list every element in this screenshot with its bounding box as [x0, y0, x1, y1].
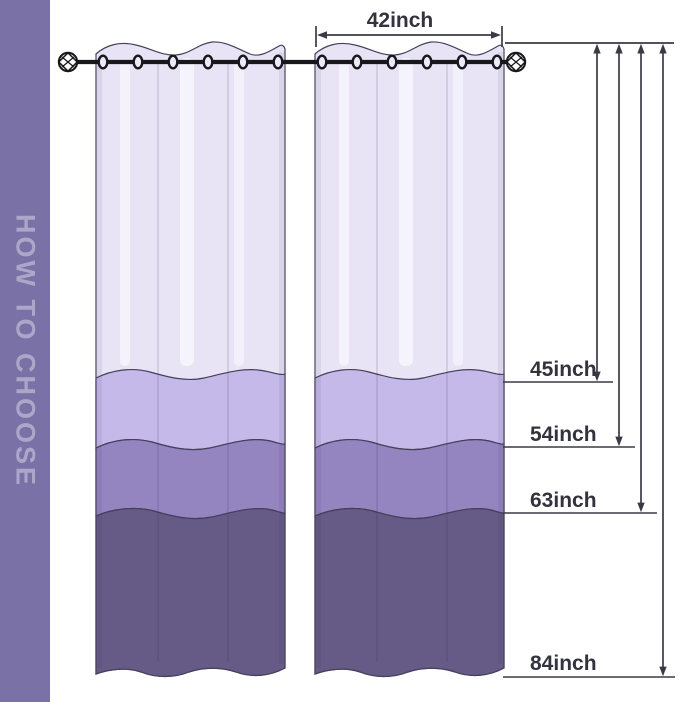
- arrowhead-up-icon: [615, 43, 623, 54]
- arrowhead-left-icon: [317, 31, 327, 39]
- sidebar-banner: HOW TO CHOOSE: [0, 0, 50, 702]
- arrowhead-up-icon: [637, 43, 645, 54]
- width-dimension-label: 42inch: [367, 9, 434, 32]
- arrowhead-down-icon: [637, 502, 645, 513]
- arrowhead-down-icon: [593, 371, 601, 382]
- rod-finial-left-icon: [57, 51, 79, 73]
- length-label-54: 54inch: [530, 423, 597, 446]
- curtain-panel-left: [95, 40, 286, 678]
- arrowhead-down-icon: [659, 666, 667, 677]
- length-label-84: 84inch: [530, 652, 597, 675]
- curtain-panel-right: [314, 40, 505, 678]
- dimension-arrowheads: [317, 31, 667, 677]
- length-label-45: 45inch: [530, 358, 597, 381]
- arrowhead-up-icon: [659, 43, 667, 54]
- arrowhead-down-icon: [615, 436, 623, 447]
- arrowhead-right-icon: [491, 31, 501, 39]
- sidebar-title: HOW TO CHOOSE: [10, 213, 41, 488]
- length-label-63: 63inch: [530, 489, 597, 512]
- dimension-lines: [315, 26, 675, 678]
- rod-finial-right-icon: [505, 51, 527, 73]
- arrowhead-up-icon: [593, 43, 601, 54]
